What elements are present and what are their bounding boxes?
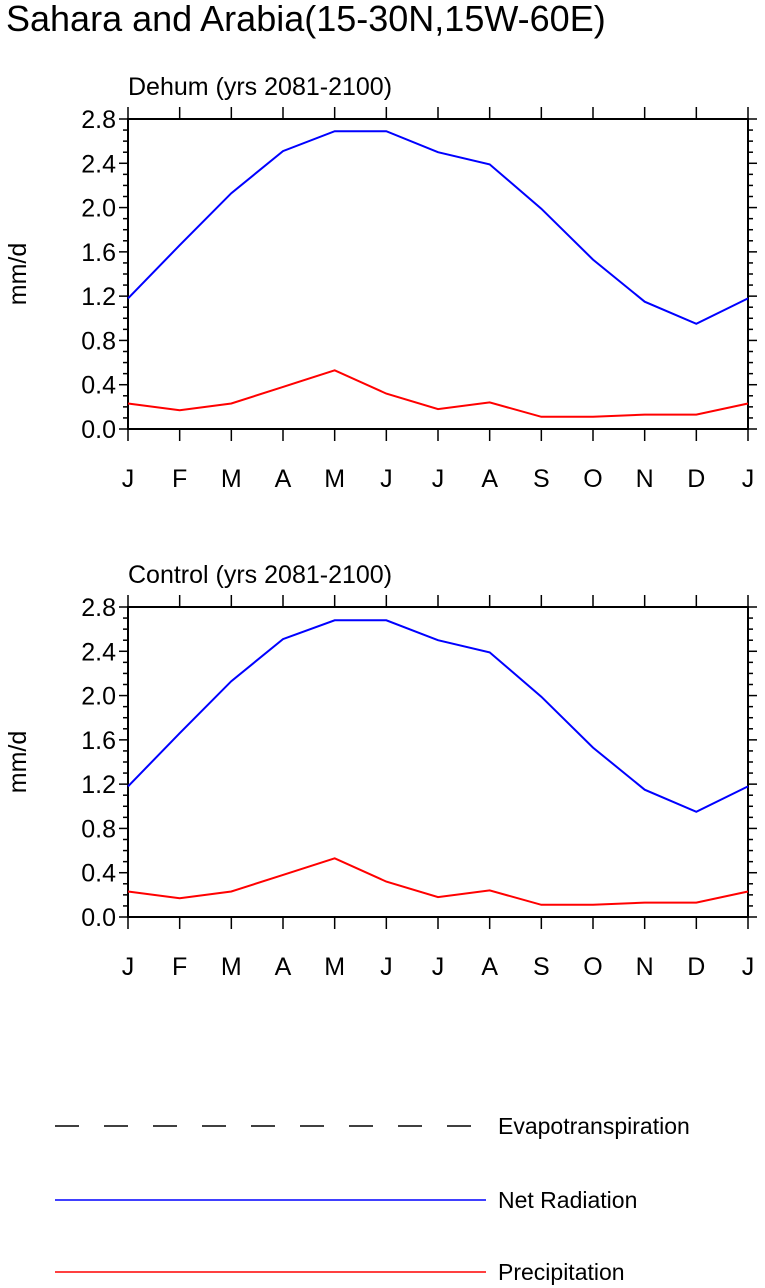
panel-2-y-tick-label: 2.8 [81,594,116,622]
panel-1-x-tick-label: N [636,465,654,493]
panel-1-net-radiation-line [127,130,749,325]
panel-2-x-tick-label: J [122,953,135,981]
panel-1-x-tick-label: M [221,465,242,493]
panel-1-x-tick-label: M [324,465,345,493]
panel-1-x-tick-label: J [122,465,135,493]
panel-1-precipitation-line [127,369,749,418]
panel-2-y-tick-label: 0.0 [81,904,116,932]
panel-2-y-axis-label: mm/d [4,731,32,794]
panel-1-y-tick-label: 2.8 [81,106,116,134]
figure-title: Sahara and Arabia(15-30N,15W-60E) [6,0,606,39]
panel-2-x-tick-label: J [742,953,755,981]
panel-2-y-tick-label: 1.2 [81,771,116,799]
panel-1-x-tick-label: F [172,465,187,493]
panel-1-x-tick-label: S [533,465,550,493]
panel-1-x-tick-label: J [742,465,755,493]
panel-2-x-tick-label: S [533,953,550,981]
panel-1-x-tick-label: A [275,465,292,493]
panel-1-y-axis-label: mm/d [4,243,32,306]
panel-1-x-tick-label: A [481,465,498,493]
legend-evapotranspiration-label: Evapotranspiration [498,1113,690,1139]
panel-2-net-radiation-line [127,619,749,813]
panel-1-x-tick-label: J [432,465,445,493]
panel-2-precipitation-line [127,857,749,906]
panel-2-x-tick-label: O [583,953,602,981]
panel-1-y-tick-label: 2.4 [81,150,116,178]
panel-1-y-tick-label: 0.8 [81,327,116,355]
panel-2-x-tick-label: M [324,953,345,981]
panel-2-y-tick-label: 0.4 [81,860,116,888]
panel-1-y-tick-label: 0.0 [81,416,116,444]
panel-2-x-tick-label: F [172,953,187,981]
panel-2-frame [127,606,749,918]
panel-2-x-tick-label: M [221,953,242,981]
panel-1-title: Dehum (yrs 2081-2100) [128,73,392,101]
panel-1-y-tick-label: 1.2 [81,283,116,311]
panel-1-frame [127,118,749,430]
panel-2-x-tick-label: D [687,953,705,981]
panel-2-title: Control (yrs 2081-2100) [128,561,392,589]
panel-1-x-tick-label: O [583,465,602,493]
panel-1-x-tick-label: D [687,465,705,493]
panel-2-y-tick-label: 0.8 [81,815,116,843]
panel-2-x-tick-label: A [275,953,292,981]
legend-net-radiation-label: Net Radiation [498,1187,637,1213]
panel-1-y-tick-label: 1.6 [81,239,116,267]
panel-2-y-tick-label: 2.0 [81,683,116,711]
panel-2-x-tick-label: N [636,953,654,981]
panel-1-x-tick-label: J [380,465,393,493]
panel-1-y-tick-label: 2.0 [81,195,116,223]
panel-2-x-tick-label: A [481,953,498,981]
panel-2-y-tick-label: 2.4 [81,638,116,666]
panel-2-y-tick-label: 1.6 [81,727,116,755]
legend-precipitation-label: Precipitation [498,1259,625,1285]
panel-1-y-tick-label: 0.4 [81,372,116,400]
panel-2-x-tick-label: J [380,953,393,981]
panel-2-x-tick-label: J [432,953,445,981]
